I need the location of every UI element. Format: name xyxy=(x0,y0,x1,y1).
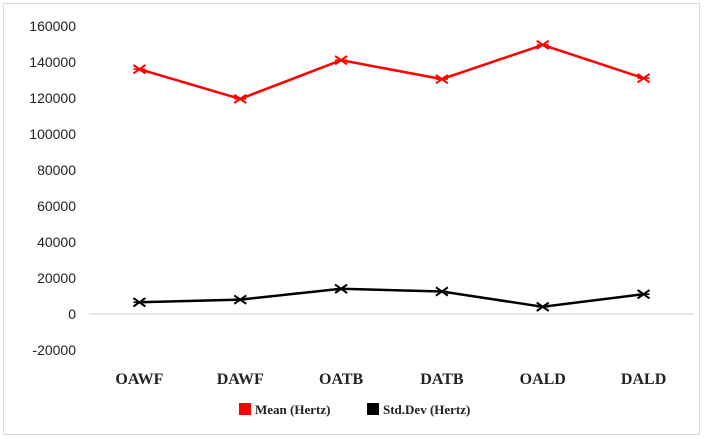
legend-label: Mean (Hertz) xyxy=(255,402,330,417)
data-point-marker xyxy=(132,297,146,308)
series-0 xyxy=(132,39,651,104)
data-point-marker xyxy=(637,289,651,300)
y-tick-label: 80000 xyxy=(37,162,76,178)
series-line xyxy=(139,43,644,101)
data-point-marker xyxy=(435,74,449,85)
y-tick-label: 100000 xyxy=(29,126,76,142)
data-point-marker xyxy=(435,286,449,297)
x-tick-label: OALD xyxy=(520,371,566,388)
x-tick-label: DALD xyxy=(621,371,666,388)
legend: Mean (Hertz) Std.Dev (Hertz) xyxy=(239,402,470,417)
y-axis-ticks: -20000 0 20000 40000 60000 80000 100000 120000 1… xyxy=(29,18,76,358)
y-tick-label: 140000 xyxy=(29,54,76,70)
data-point-marker xyxy=(233,294,247,305)
legend-swatch xyxy=(239,403,251,415)
data-point-marker xyxy=(132,64,146,75)
legend-label: Std.Dev (Hertz) xyxy=(383,402,470,417)
y-tick-label: 20000 xyxy=(37,270,76,286)
x-tick-label: OAWF xyxy=(115,371,163,388)
series-1 xyxy=(132,283,651,312)
x-tick-label: DAWF xyxy=(217,371,264,388)
data-point-marker xyxy=(536,39,550,50)
data-point-marker xyxy=(233,93,247,104)
data-point-marker xyxy=(637,73,651,84)
series-line xyxy=(139,287,644,309)
x-axis-ticks: OAWF DAWF OATB DATB OALD DALD xyxy=(115,371,666,388)
legend-item: Std.Dev (Hertz) xyxy=(367,402,470,417)
legend-swatch xyxy=(367,403,379,415)
series-layer xyxy=(132,39,651,312)
x-tick-label: OATB xyxy=(319,371,363,388)
y-tick-label: 120000 xyxy=(29,90,76,106)
data-point-marker xyxy=(334,283,348,294)
data-point-marker xyxy=(334,55,348,66)
line-chart: -20000 0 20000 40000 60000 80000 100000 120000 1… xyxy=(29,18,694,417)
data-point-marker xyxy=(536,301,550,312)
legend-item: Mean (Hertz) xyxy=(239,402,330,417)
y-tick-label: 160000 xyxy=(29,18,76,34)
y-tick-label: 0 xyxy=(68,306,76,322)
chart-frame: -20000 0 20000 40000 60000 80000 100000 120000 1… xyxy=(3,3,700,435)
x-tick-label: DATB xyxy=(420,371,464,388)
y-tick-label: 40000 xyxy=(37,234,76,250)
y-tick-label: -20000 xyxy=(32,342,76,358)
y-tick-label: 60000 xyxy=(37,198,76,214)
